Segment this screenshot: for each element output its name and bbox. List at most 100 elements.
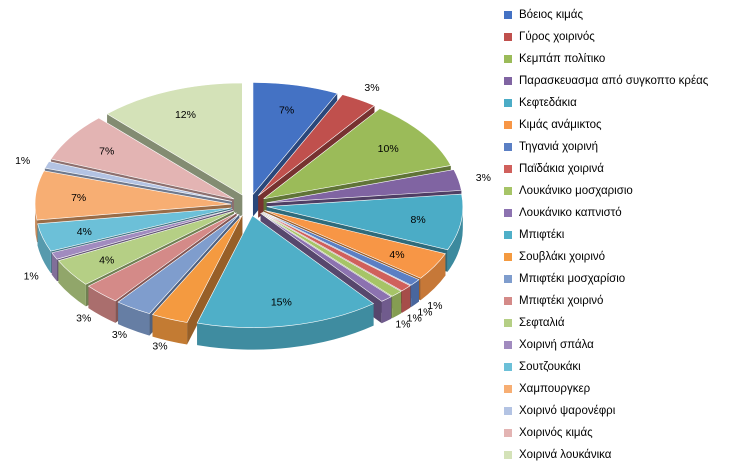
legend-swatch [504, 77, 512, 85]
legend-swatch [504, 363, 512, 371]
legend-item: Χοιρινή σπάλα [504, 334, 733, 356]
legend-item: Λουκάνικο μοσχαρισιο [504, 180, 733, 202]
pie-slice [266, 193, 464, 251]
data-label: 4% [389, 249, 404, 261]
pie-slice [151, 214, 243, 323]
data-label: 1% [417, 306, 432, 318]
pie-slice [117, 213, 240, 314]
legend-swatch [504, 275, 512, 283]
data-label: 1% [395, 318, 410, 330]
legend-swatch [504, 341, 512, 349]
legend-swatch [504, 253, 512, 261]
legend-label: Σεφταλιά [519, 317, 565, 329]
slice-outer-wall [411, 279, 419, 308]
legend-swatch [504, 99, 512, 107]
pie-slice [266, 169, 462, 204]
data-label: 12% [175, 109, 196, 121]
legend-swatch [504, 55, 512, 63]
data-label: 4% [77, 226, 92, 238]
legend-label: Παϊδάκια χοιρινά [519, 163, 604, 175]
legend-label: Κιμάς ανάμικτος [519, 119, 602, 131]
legend-label: Κεμπάπ πολίτικο [519, 53, 606, 65]
legend-item: Μπιφτέκι μοσχαρίσιο [504, 268, 733, 290]
legend-label: Σουτζουκάκι [519, 361, 581, 373]
legend-label: Σουβλάκι χοιρινό [519, 251, 606, 263]
slice-outer-wall [401, 285, 411, 313]
legend-swatch [504, 407, 512, 415]
legend-swatch [504, 121, 512, 129]
data-label: 7% [279, 104, 294, 116]
slice-outer-wall [58, 260, 86, 307]
slice-outer-wall [420, 253, 446, 301]
pie-slice [106, 82, 243, 196]
legend-item: Τηγανιά χοιρινή [504, 136, 733, 158]
legend-item: Χοιρινός κιμάς [504, 422, 733, 444]
legend-item: Κιμάς ανάμικτος [504, 114, 733, 136]
legend-label: Χοιρινά λουκάνικα [519, 449, 612, 461]
pie-slice [44, 161, 233, 202]
pie-slice [262, 211, 420, 286]
legend-item: Σεφταλιά [504, 312, 733, 334]
legend-swatch [504, 209, 512, 217]
slice-outer-wall [37, 223, 51, 274]
legend-item: Παϊδάκια χοιρινά [504, 158, 733, 180]
data-label: 7% [71, 192, 86, 204]
pie-slice [87, 212, 237, 302]
slice-outer-wall [197, 303, 374, 350]
data-label: 1% [427, 300, 442, 312]
data-label: 1% [15, 155, 30, 167]
legend-item: Σουβλάκι χοιρινό [504, 246, 733, 268]
data-labels: 7%3%10%3%8%4%1%1%1%1%15%3%3%3%4%1%4%7%1%… [15, 82, 491, 353]
slice-outer-wall [51, 252, 58, 282]
legend-label: Βόειος κιμάς [519, 9, 584, 21]
pie-slice [258, 94, 376, 196]
legend-swatch [504, 33, 512, 41]
slice-outer-wall [35, 205, 38, 243]
legend-swatch [504, 451, 512, 459]
slice-outer-wall [392, 291, 402, 319]
legend-swatch [504, 231, 512, 239]
legend-swatch [504, 319, 512, 327]
legend-item: Κεμπάπ πολίτικο [504, 48, 733, 70]
data-label: 3% [112, 329, 127, 341]
data-label: 7% [99, 146, 114, 158]
legend-item: Χοιρινά λουκάνικα [504, 444, 733, 466]
legend-swatch [504, 429, 512, 437]
legend-label: Μπιφτέκι χοιρινό [519, 295, 604, 307]
pie-slice [196, 215, 375, 328]
slice-outer-wall [118, 302, 150, 336]
legend-item: Μπιφτέκι [504, 224, 733, 246]
data-label: 4% [99, 254, 114, 266]
pie-slice [252, 82, 338, 196]
legend-item: Γύρος χοιρινός [504, 26, 733, 48]
legend-swatch [504, 385, 512, 393]
pie-slice [263, 108, 452, 200]
legend-item: Παρασκευασμα από συγκοπτο κρέας [504, 70, 733, 92]
legend-label: Μπιφτέκι [519, 229, 565, 241]
legend-label: Τηγανιά χοιρινή [519, 141, 599, 153]
legend-swatch [504, 297, 512, 305]
data-label: 1% [24, 270, 39, 282]
legend-label: Χοιρινός κιμάς [519, 427, 593, 439]
pie-slice [262, 212, 411, 292]
pie-tops [34, 82, 464, 328]
data-label: 1% [407, 313, 422, 325]
legend-swatch [504, 187, 512, 195]
legend-item: Χοιρινό ψαρονέφρι [504, 400, 733, 422]
pie-slice [50, 117, 235, 200]
legend-label: Χοιρινή σπάλα [519, 339, 594, 351]
pie-slice [261, 212, 402, 297]
legend-item: Βόειος κιμάς [504, 4, 733, 26]
legend-item: Χαμπουργκερ [504, 378, 733, 400]
legend-swatch [504, 165, 512, 173]
data-label: 3% [152, 341, 167, 353]
data-label: 3% [476, 172, 491, 184]
slice-outer-wall [152, 314, 188, 345]
legend-item: Σουτζουκάκι [504, 356, 733, 378]
legend-label: Μπιφτέκι μοσχαρίσιο [519, 273, 626, 285]
pie-slice [264, 210, 446, 279]
legend-swatch [504, 143, 512, 151]
pie-slice [57, 210, 235, 285]
legend-item: Μπιφτέκι χοιρινό [504, 290, 733, 312]
legend-swatch [504, 11, 512, 19]
